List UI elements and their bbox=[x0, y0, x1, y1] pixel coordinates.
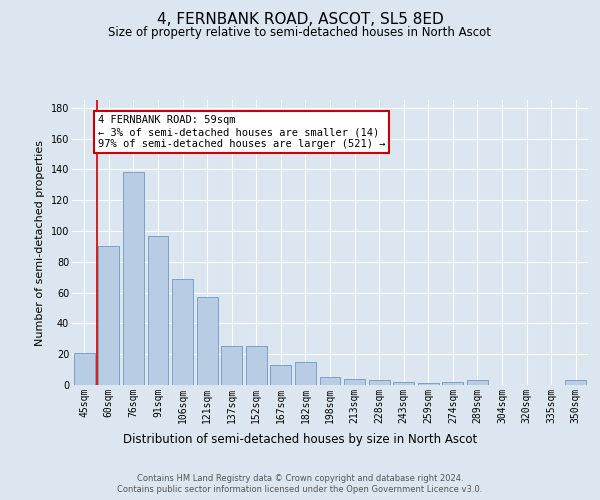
Text: Distribution of semi-detached houses by size in North Ascot: Distribution of semi-detached houses by … bbox=[123, 432, 477, 446]
Bar bbox=[98, 246, 119, 385]
Bar bbox=[246, 346, 267, 385]
Text: Contains public sector information licensed under the Open Government Licence v3: Contains public sector information licen… bbox=[118, 485, 482, 494]
Bar bbox=[295, 362, 316, 385]
Text: Contains HM Land Registry data © Crown copyright and database right 2024.: Contains HM Land Registry data © Crown c… bbox=[137, 474, 463, 483]
Text: 4 FERNBANK ROAD: 59sqm
← 3% of semi-detached houses are smaller (14)
97% of semi: 4 FERNBANK ROAD: 59sqm ← 3% of semi-deta… bbox=[98, 116, 385, 148]
Bar bbox=[221, 346, 242, 385]
Bar bbox=[467, 380, 488, 385]
Bar bbox=[197, 297, 218, 385]
Bar bbox=[368, 380, 389, 385]
Bar bbox=[123, 172, 144, 385]
Bar bbox=[74, 352, 95, 385]
Text: Size of property relative to semi-detached houses in North Ascot: Size of property relative to semi-detach… bbox=[109, 26, 491, 39]
Y-axis label: Number of semi-detached properties: Number of semi-detached properties bbox=[35, 140, 45, 346]
Bar bbox=[418, 384, 439, 385]
Bar bbox=[320, 378, 340, 385]
Bar bbox=[393, 382, 414, 385]
Bar bbox=[148, 236, 169, 385]
Bar bbox=[172, 278, 193, 385]
Bar bbox=[271, 365, 292, 385]
Bar bbox=[565, 380, 586, 385]
Bar bbox=[442, 382, 463, 385]
Bar bbox=[344, 379, 365, 385]
Text: 4, FERNBANK ROAD, ASCOT, SL5 8ED: 4, FERNBANK ROAD, ASCOT, SL5 8ED bbox=[157, 12, 443, 28]
